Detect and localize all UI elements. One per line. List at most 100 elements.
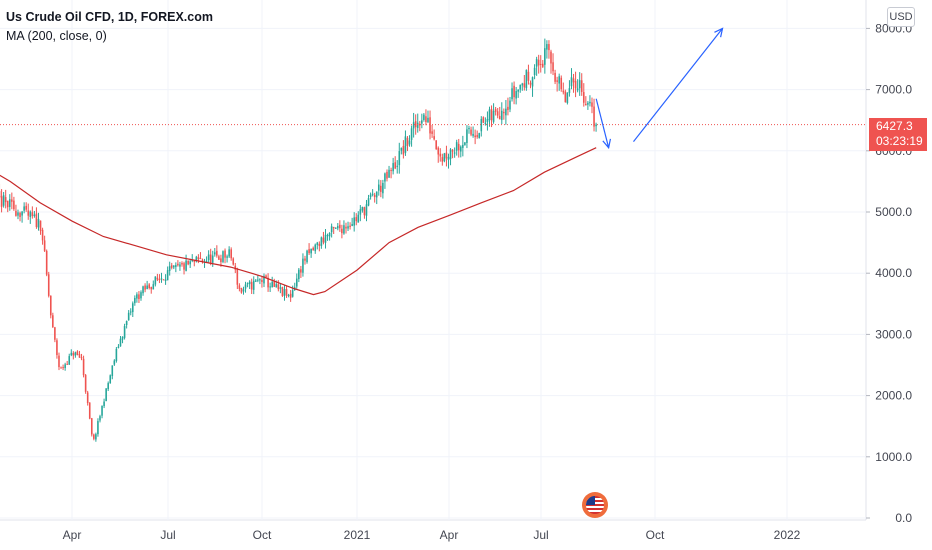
candle-body: [367, 198, 370, 206]
candle-body: [185, 260, 187, 271]
candle-body: [58, 355, 60, 368]
candle-body: [267, 277, 269, 288]
x-tick-label: 2021: [344, 528, 371, 542]
candle-body: [546, 44, 548, 50]
candle-body: [326, 235, 329, 237]
candle-body: [11, 199, 13, 202]
y-tick-label: 5000.0: [875, 205, 912, 219]
candle-body: [462, 144, 464, 148]
candle-body: [127, 312, 130, 321]
candle-body: [341, 228, 343, 234]
candle-body: [88, 402, 91, 419]
candle-body: [457, 143, 460, 151]
candle-body: [54, 327, 56, 340]
candle-body: [23, 206, 25, 211]
candle-body: [70, 352, 73, 356]
ma-indicator-label[interactable]: MA (200, close, 0): [6, 29, 107, 43]
candle-body: [447, 156, 450, 160]
candle-body: [191, 259, 194, 261]
candle-body: [277, 284, 280, 290]
candle-body: [187, 260, 189, 265]
candle-body: [548, 44, 550, 51]
candle-body: [158, 279, 161, 281]
candle-body: [470, 129, 472, 135]
candle-body: [142, 286, 144, 294]
currency-button[interactable]: USD: [887, 7, 915, 27]
symbol-title[interactable]: Us Crude Oil CFD, 1D, FOREX.com: [6, 10, 213, 24]
candle-body: [566, 92, 569, 103]
candle-body: [330, 226, 333, 233]
candle-body: [400, 147, 403, 151]
candle-body: [172, 265, 175, 268]
candle-body: [224, 250, 226, 258]
candle-body: [177, 263, 179, 266]
candle-body: [119, 338, 122, 347]
candle-body: [170, 265, 173, 268]
candle-body: [459, 146, 462, 152]
candle-body: [261, 279, 263, 282]
candle-body: [482, 117, 485, 123]
candle-body: [195, 256, 198, 262]
candle-body: [316, 242, 319, 245]
x-tick-label: Oct: [253, 528, 272, 542]
candle-body: [226, 256, 228, 258]
candle-body: [328, 232, 331, 237]
x-tick-label: Jul: [533, 528, 548, 542]
candle-body: [517, 89, 519, 92]
candle-body: [250, 282, 253, 290]
candle-body: [166, 270, 169, 281]
candle-body: [101, 405, 103, 416]
candle-body: [93, 434, 95, 439]
bar-countdown: 03:23:19: [876, 134, 923, 148]
candle-body: [355, 217, 358, 222]
candle-body: [587, 102, 589, 105]
candle-body: [271, 281, 273, 288]
candle-body: [148, 284, 150, 289]
candle-body: [558, 76, 560, 84]
candle-body: [164, 279, 167, 281]
candle-body: [529, 82, 532, 85]
candle-body: [392, 163, 394, 172]
y-tick-label: 4000.0: [875, 266, 912, 280]
candle-body: [230, 249, 232, 259]
us-flag-icon[interactable]: [582, 492, 608, 518]
candle-body: [39, 220, 42, 231]
candle-body: [386, 171, 388, 179]
candle-body: [322, 237, 325, 243]
candle-body: [181, 262, 183, 265]
candle-body: [131, 303, 134, 313]
candle-body: [509, 100, 511, 110]
candle-body: [410, 128, 413, 140]
candle-body: [349, 225, 351, 228]
candle-body: [464, 142, 466, 145]
candle-body: [232, 258, 235, 265]
candle-body: [550, 51, 552, 64]
candle-body: [211, 255, 214, 263]
candle-body: [363, 207, 366, 216]
candle-body: [484, 122, 487, 124]
candle-body: [351, 224, 353, 226]
candle-body: [580, 80, 583, 92]
candle-body: [310, 248, 312, 254]
candle-body: [439, 153, 442, 157]
y-tick-label: 1000.0: [875, 450, 912, 464]
candle-body: [539, 63, 542, 65]
candle-body: [369, 194, 372, 198]
y-tick-label: 0.0: [895, 511, 912, 525]
candle-body: [578, 80, 581, 89]
candle-body: [416, 122, 419, 128]
candle-body: [525, 69, 528, 89]
candle-body: [585, 103, 587, 106]
candle-body: [295, 278, 298, 287]
candle-body: [136, 294, 138, 299]
candle-body: [97, 421, 99, 435]
candle-body: [216, 250, 218, 256]
candle-body: [109, 375, 112, 384]
candle-body: [291, 290, 294, 297]
candle-body: [134, 297, 136, 304]
candle-body: [218, 256, 220, 260]
candle-body: [336, 226, 339, 229]
candle-body: [60, 367, 62, 369]
candle-body: [283, 288, 286, 296]
